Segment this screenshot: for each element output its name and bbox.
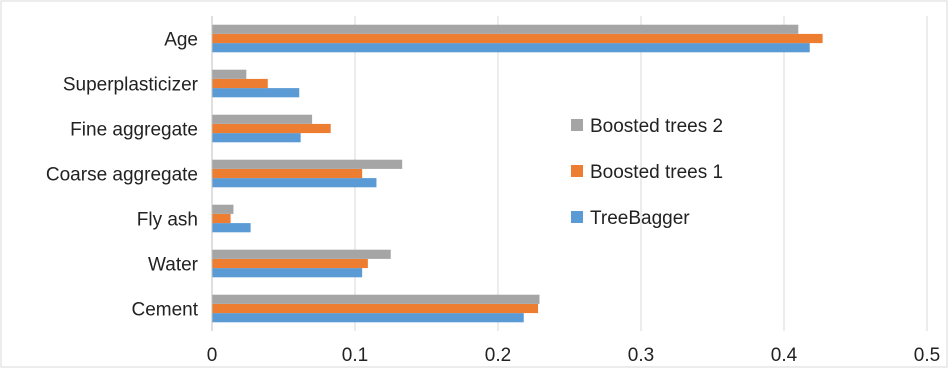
bar-boosted-trees-1-water xyxy=(212,258,368,269)
bar-treebagger-water xyxy=(212,268,363,278)
x-tick-label: 0.4 xyxy=(771,345,798,366)
bar-treebagger-fine-aggregate xyxy=(212,133,301,143)
bar-boosted-trees-1-fine-aggregate xyxy=(212,123,331,134)
x-tick-label: 0.5 xyxy=(914,345,940,366)
bar-treebagger-age xyxy=(212,43,810,53)
bar-treebagger-fly-ash xyxy=(212,223,251,233)
bar-treebagger-cement xyxy=(212,313,524,323)
legend-label: Boosted trees 1 xyxy=(590,162,723,183)
x-tick-label: 0.2 xyxy=(485,345,511,366)
bar-boosted-trees-1-superplasticizer xyxy=(212,78,268,89)
bar-boosted-trees-2-age xyxy=(212,24,799,34)
tick-labels: 0 0.1 0.2 0.3 0.4 0.5 xyxy=(207,345,941,366)
bar-treebagger-superplasticizer xyxy=(212,88,300,98)
grid-layer xyxy=(354,16,928,331)
x-tick-label: 0.3 xyxy=(628,345,654,366)
category-label: Coarse aggregate xyxy=(46,165,198,186)
legend-swatch-boosted-trees-1 xyxy=(571,165,583,177)
legend: Boosted trees 2 Boosted trees 1 TreeBagger xyxy=(571,116,723,229)
legend-label: TreeBagger xyxy=(590,208,690,229)
legend-swatch-treebagger xyxy=(571,211,583,223)
category-label: Water xyxy=(148,255,199,276)
category-label: Age xyxy=(164,30,198,51)
category-label: Fine aggregate xyxy=(70,120,198,141)
bar-boosted-trees-2-cement xyxy=(212,294,540,304)
category-labels: Cement Water Fly ash Coarse aggregate Fine a… xyxy=(46,30,199,321)
bar-boosted-trees-2-fly-ash xyxy=(212,204,234,214)
bar-treebagger-coarse-aggregate xyxy=(212,178,377,188)
bar-boosted-trees-1-cement xyxy=(212,303,539,314)
bar-boosted-trees-1-fly-ash xyxy=(212,213,231,224)
bar-boosted-trees-2-water xyxy=(212,249,391,259)
x-tick-label: 0.1 xyxy=(342,345,368,366)
legend-swatch-boosted-trees-2 xyxy=(571,119,583,131)
bar-boosted-trees-2-superplasticizer xyxy=(212,69,247,79)
legend-label: Boosted trees 2 xyxy=(590,116,723,137)
category-label: Superplasticizer xyxy=(63,75,199,96)
bar-boosted-trees-2-fine-aggregate xyxy=(212,114,313,124)
bar-boosted-trees-2-coarse-aggregate xyxy=(212,159,403,169)
bar-boosted-trees-1-age xyxy=(212,33,823,44)
bars-layer xyxy=(212,24,823,323)
bar-boosted-trees-1-coarse-aggregate xyxy=(212,168,363,179)
category-label: Cement xyxy=(131,300,198,321)
category-label: Fly ash xyxy=(137,210,198,231)
x-tick-label: 0 xyxy=(207,345,218,366)
